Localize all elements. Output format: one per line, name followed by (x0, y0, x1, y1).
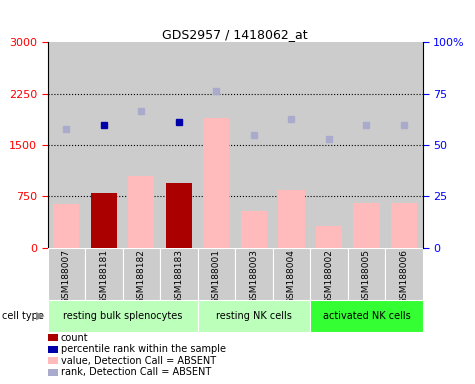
Bar (160, 248, 198, 300)
Bar (278, 190, 304, 248)
Bar (316, 227, 342, 248)
Bar (85, 42, 123, 248)
Bar (385, 42, 423, 248)
Text: GSM188183: GSM188183 (174, 249, 183, 304)
Bar (310, 248, 348, 300)
Bar (166, 183, 192, 248)
Bar (273, 42, 310, 248)
Text: GSM188002: GSM188002 (324, 249, 333, 304)
Bar (235, 42, 273, 248)
Text: GSM188005: GSM188005 (362, 249, 371, 304)
Bar (160, 42, 198, 248)
Text: GSM188001: GSM188001 (212, 249, 221, 304)
Text: activated NK cells: activated NK cells (323, 311, 410, 321)
Text: percentile rank within the sample: percentile rank within the sample (61, 344, 226, 354)
Bar (128, 176, 154, 248)
Bar (198, 42, 235, 248)
Text: GSM188004: GSM188004 (287, 249, 296, 304)
Bar (48, 300, 198, 332)
Bar (198, 248, 235, 300)
Text: GSM188181: GSM188181 (99, 249, 108, 304)
Bar (348, 248, 385, 300)
Bar (48, 248, 85, 300)
Text: GSM188182: GSM188182 (137, 249, 146, 304)
Text: value, Detection Call = ABSENT: value, Detection Call = ABSENT (61, 356, 216, 366)
Text: cell type: cell type (2, 311, 44, 321)
Bar (385, 248, 423, 300)
Bar (310, 300, 423, 332)
Text: count: count (61, 333, 88, 343)
Text: rank, Detection Call = ABSENT: rank, Detection Call = ABSENT (61, 367, 211, 377)
Title: GDS2957 / 1418062_at: GDS2957 / 1418062_at (162, 28, 308, 41)
Bar (98, 193, 110, 248)
Bar (203, 118, 229, 248)
Bar (85, 248, 123, 300)
Bar (173, 188, 185, 248)
Bar (353, 203, 380, 248)
Bar (348, 42, 385, 248)
Text: GSM188006: GSM188006 (399, 249, 408, 304)
Bar (310, 42, 348, 248)
Text: resting NK cells: resting NK cells (216, 311, 292, 321)
Bar (241, 211, 267, 248)
Bar (48, 42, 85, 248)
Text: GSM188003: GSM188003 (249, 249, 258, 304)
Bar (273, 248, 310, 300)
Bar (391, 203, 417, 248)
Bar (123, 248, 160, 300)
Bar (53, 204, 79, 248)
Text: GSM188007: GSM188007 (62, 249, 71, 304)
Bar (123, 42, 160, 248)
Bar (235, 248, 273, 300)
Text: resting bulk splenocytes: resting bulk splenocytes (63, 311, 182, 321)
Bar (91, 193, 117, 248)
Text: ▶: ▶ (36, 311, 45, 321)
Bar (198, 300, 310, 332)
